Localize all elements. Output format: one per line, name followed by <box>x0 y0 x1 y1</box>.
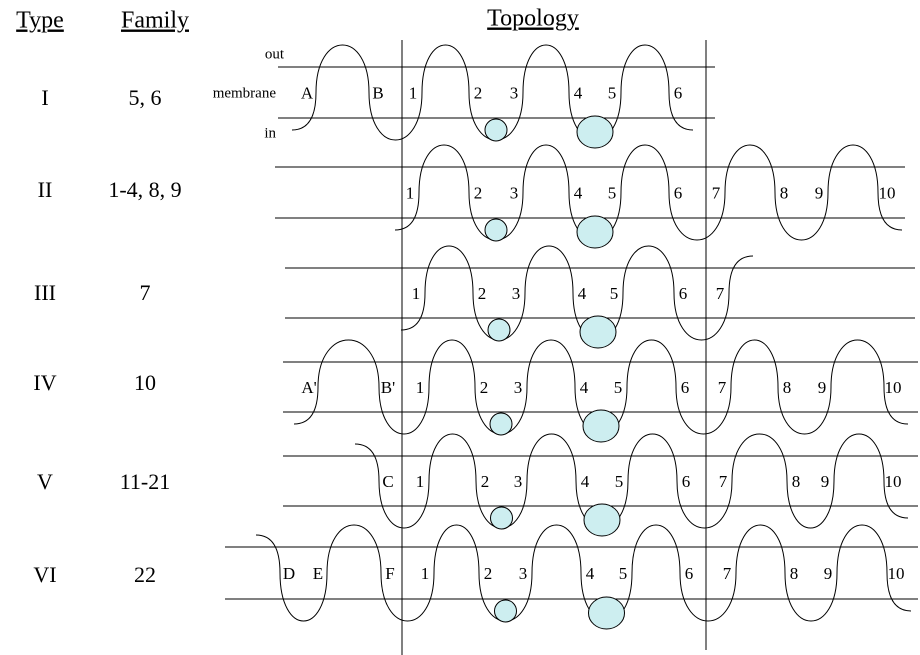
type-label: V <box>37 469 53 494</box>
type-label: III <box>34 280 56 305</box>
type-label: IV <box>33 370 56 395</box>
type-label: VI <box>33 562 56 587</box>
topology-wave <box>255 524 912 622</box>
helix-label: 1 <box>412 284 421 303</box>
helix-label: 3 <box>514 378 523 397</box>
helix-label: D <box>283 564 295 583</box>
helix-label: 6 <box>679 284 688 303</box>
loop-domain <box>582 409 620 443</box>
helix-label: 6 <box>682 472 691 491</box>
helix-label: 10 <box>885 378 902 397</box>
helix-label: 2 <box>480 378 489 397</box>
helix-label: 3 <box>512 284 521 303</box>
loop-domain <box>583 503 621 537</box>
helix-label: 8 <box>780 183 789 202</box>
helix-label: E <box>313 564 323 583</box>
helix-label: 5 <box>610 284 619 303</box>
helix-label: A' <box>301 378 316 397</box>
helix-label: 4 <box>574 183 583 202</box>
topology-wave <box>400 245 754 341</box>
helix-label: 7 <box>719 472 728 491</box>
helix-label: F <box>385 564 394 583</box>
loop-domain <box>576 215 614 249</box>
helix-label: 9 <box>824 564 833 583</box>
header-family: Family <box>121 8 189 34</box>
loop-domain <box>588 596 625 630</box>
loop-domain <box>484 118 508 142</box>
helix-label: 10 <box>879 183 896 202</box>
membrane-out-label: out <box>265 46 285 62</box>
helix-label: 8 <box>792 472 801 491</box>
helix-label: 1 <box>406 183 415 202</box>
family-label: 5, 6 <box>129 85 162 110</box>
helix-label: 3 <box>514 472 523 491</box>
helix-label: 1 <box>409 83 418 102</box>
header-type: Type <box>16 8 64 34</box>
loop-domain <box>484 218 508 242</box>
type-label: I <box>41 85 48 110</box>
helix-label: 4 <box>581 472 590 491</box>
helix-label: 9 <box>815 183 824 202</box>
helix-label: 6 <box>674 183 683 202</box>
helix-label: 4 <box>586 564 595 583</box>
helix-label: 10 <box>885 472 902 491</box>
helix-label: 10 <box>888 564 905 583</box>
helix-label: 9 <box>821 472 830 491</box>
header-topology: Topology <box>487 6 579 32</box>
helix-label: 6 <box>674 83 683 102</box>
helix-label: 6 <box>685 564 694 583</box>
helix-label: 7 <box>723 564 732 583</box>
helix-label: 2 <box>481 472 490 491</box>
type-label: II <box>38 177 53 202</box>
membrane-label: membrane <box>213 85 277 101</box>
helix-label: 8 <box>783 378 792 397</box>
topology-wave <box>354 433 909 529</box>
loop-domain <box>487 318 511 342</box>
helix-label: 4 <box>578 284 587 303</box>
family-label: 22 <box>134 562 156 587</box>
family-label: 10 <box>134 370 156 395</box>
helix-label: A <box>301 83 314 102</box>
loop-domain <box>494 599 517 623</box>
helix-label: 6 <box>681 378 690 397</box>
helix-label: 5 <box>608 183 617 202</box>
loop-domain <box>489 412 513 436</box>
helix-label: 4 <box>574 83 583 102</box>
helix-label: 1 <box>416 472 425 491</box>
helix-label: 5 <box>615 472 624 491</box>
helix-label: 3 <box>510 183 519 202</box>
helix-label: 3 <box>510 83 519 102</box>
helix-label: B <box>372 83 383 102</box>
loop-domain <box>579 315 617 349</box>
helix-label: 1 <box>421 564 430 583</box>
family-label: 7 <box>140 280 151 305</box>
helix-label: C <box>382 472 393 491</box>
helix-label: 8 <box>790 564 799 583</box>
helix-label: 1 <box>416 378 425 397</box>
helix-label: 4 <box>580 378 589 397</box>
helix-label: 2 <box>484 564 493 583</box>
helix-label: 5 <box>619 564 628 583</box>
helix-label: 5 <box>608 83 617 102</box>
loop-domain <box>490 506 513 530</box>
family-label: 11-21 <box>120 469 171 494</box>
helix-label: 2 <box>478 284 487 303</box>
helix-label: B' <box>381 378 395 397</box>
membrane-in-label: in <box>264 125 276 141</box>
loop-domain <box>576 115 614 149</box>
topology-wave <box>394 144 903 241</box>
helix-label: 9 <box>818 378 827 397</box>
helix-label: 7 <box>718 378 727 397</box>
helix-label: 3 <box>519 564 528 583</box>
helix-label: 5 <box>614 378 623 397</box>
family-label: 1-4, 8, 9 <box>108 177 181 202</box>
helix-label: 2 <box>474 83 483 102</box>
helix-label: 2 <box>474 183 483 202</box>
helix-label: 7 <box>712 183 721 202</box>
helix-label: 7 <box>716 284 725 303</box>
